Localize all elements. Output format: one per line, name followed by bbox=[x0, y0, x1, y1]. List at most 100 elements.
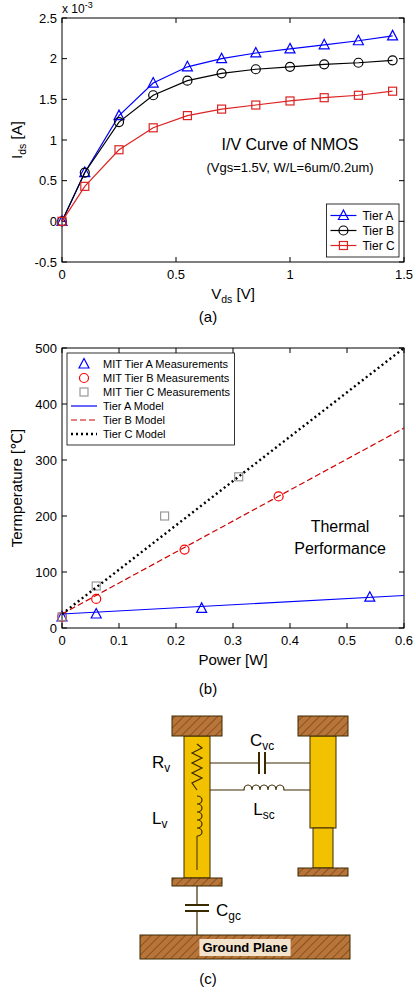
data-point bbox=[320, 60, 329, 69]
caption: (a) bbox=[199, 308, 217, 325]
text-sub: vc bbox=[262, 739, 274, 753]
x-tick-top bbox=[290, 18, 291, 23]
x-tick bbox=[404, 257, 405, 262]
legend-sample bbox=[71, 419, 97, 420]
legend: MIT Tier A MeasurementsMIT Tier B Measur… bbox=[67, 353, 234, 445]
series-line bbox=[62, 428, 404, 614]
cap-plate bbox=[258, 752, 260, 774]
multiplier-base: x 10 bbox=[62, 2, 85, 16]
series-line bbox=[62, 36, 393, 221]
x-tick bbox=[347, 623, 348, 628]
text-rest: [V] bbox=[232, 285, 255, 302]
x-tick bbox=[233, 623, 234, 628]
y-tick-right bbox=[399, 262, 404, 263]
y-tick bbox=[62, 180, 67, 181]
y-tick-label: 0 bbox=[50, 214, 57, 229]
ground-plane-label: Ground Plane bbox=[202, 940, 287, 955]
y-tick-right bbox=[399, 140, 404, 141]
data-point bbox=[161, 512, 169, 520]
y-tick-label: -0.5 bbox=[35, 255, 57, 270]
y-tick bbox=[62, 99, 67, 100]
caption: (c) bbox=[199, 970, 217, 987]
y-tick-label: 0.5 bbox=[39, 173, 57, 188]
y-tick-label: 100 bbox=[35, 565, 57, 580]
x-tick bbox=[176, 257, 177, 262]
legend-box bbox=[326, 204, 399, 257]
x-tick-top bbox=[290, 348, 291, 353]
y-tick-label: 0 bbox=[50, 621, 57, 636]
plot-frame bbox=[62, 348, 404, 628]
data-point bbox=[81, 182, 89, 190]
x-tick-label: 0.1 bbox=[110, 633, 128, 648]
chart-panel: 00.10.20.30.40.50.60100200300400500Power… bbox=[8, 341, 413, 698]
text-main: C bbox=[216, 901, 228, 920]
x-tick bbox=[176, 623, 177, 628]
y-tick-right bbox=[399, 18, 404, 19]
via-wire bbox=[197, 836, 198, 870]
label-cgc: Cgc bbox=[216, 901, 241, 923]
y-tick bbox=[62, 140, 67, 141]
cap-wire bbox=[265, 762, 310, 763]
text-sub: v bbox=[161, 817, 167, 831]
x-tick-label: 0 bbox=[58, 267, 65, 282]
multiplier-exponent: -3 bbox=[85, 0, 93, 10]
x-tick-label: 0.3 bbox=[224, 633, 242, 648]
x-tick-top bbox=[404, 348, 405, 353]
y-tick bbox=[62, 460, 67, 461]
series-line bbox=[62, 91, 393, 221]
y-tick bbox=[62, 18, 67, 19]
cap-wire bbox=[196, 886, 197, 905]
data-point bbox=[365, 592, 375, 602]
x-tick bbox=[62, 257, 63, 262]
legend-label: Tier C Model bbox=[103, 428, 166, 440]
text-sub: gc bbox=[228, 909, 241, 923]
x-tick-top bbox=[176, 348, 177, 353]
x-tick bbox=[290, 623, 291, 628]
data-point bbox=[197, 603, 207, 613]
text-main: L bbox=[253, 800, 262, 819]
data-point bbox=[286, 62, 295, 71]
legend-sample bbox=[71, 433, 97, 435]
via-top-pad bbox=[172, 716, 222, 736]
series-line bbox=[62, 348, 404, 614]
text-rest: [A] bbox=[8, 121, 25, 144]
x-tick-top bbox=[62, 18, 63, 23]
y-tick-right bbox=[399, 516, 404, 517]
y-tick-label: 1 bbox=[50, 133, 57, 148]
x-tick-label: 1 bbox=[286, 267, 293, 282]
plot-frame bbox=[62, 18, 404, 262]
data-point bbox=[183, 76, 192, 85]
via-diagram: Ground Plane Rv Lv Cvc Lsc Cgc (c) bbox=[140, 716, 350, 987]
text-main: R bbox=[152, 753, 164, 772]
x-tick-top bbox=[347, 348, 348, 353]
data-point bbox=[148, 78, 158, 88]
y-tick-label: 400 bbox=[35, 397, 57, 412]
data-point bbox=[183, 112, 191, 120]
x-tick-top bbox=[404, 18, 405, 23]
label-rv: Rv bbox=[152, 753, 170, 775]
series-line bbox=[62, 60, 393, 221]
y-tick-label: 500 bbox=[35, 341, 57, 356]
data-point bbox=[58, 217, 66, 225]
data-group bbox=[57, 348, 404, 621]
cap-wire bbox=[210, 762, 259, 763]
y-tick-right bbox=[399, 572, 404, 573]
legend-marker bbox=[79, 359, 89, 369]
y-tick-right bbox=[399, 221, 404, 222]
y-tick-label: 300 bbox=[35, 453, 57, 468]
label-lsc: Lsc bbox=[253, 800, 274, 822]
y-tick bbox=[62, 572, 67, 573]
y-tick-label: 2 bbox=[50, 51, 57, 66]
x-tick-label: 0 bbox=[58, 633, 65, 648]
data-point bbox=[353, 35, 363, 45]
data-point bbox=[251, 65, 260, 74]
y-tick bbox=[62, 348, 67, 349]
caption: (b) bbox=[199, 680, 217, 697]
x-tick-top bbox=[119, 348, 120, 353]
cap-plate bbox=[185, 904, 209, 906]
y-tick-right bbox=[399, 628, 404, 629]
cap-wire bbox=[196, 911, 197, 935]
x-tick-label: 0.2 bbox=[167, 633, 185, 648]
data-point bbox=[91, 609, 101, 619]
legend-marker bbox=[339, 242, 347, 250]
